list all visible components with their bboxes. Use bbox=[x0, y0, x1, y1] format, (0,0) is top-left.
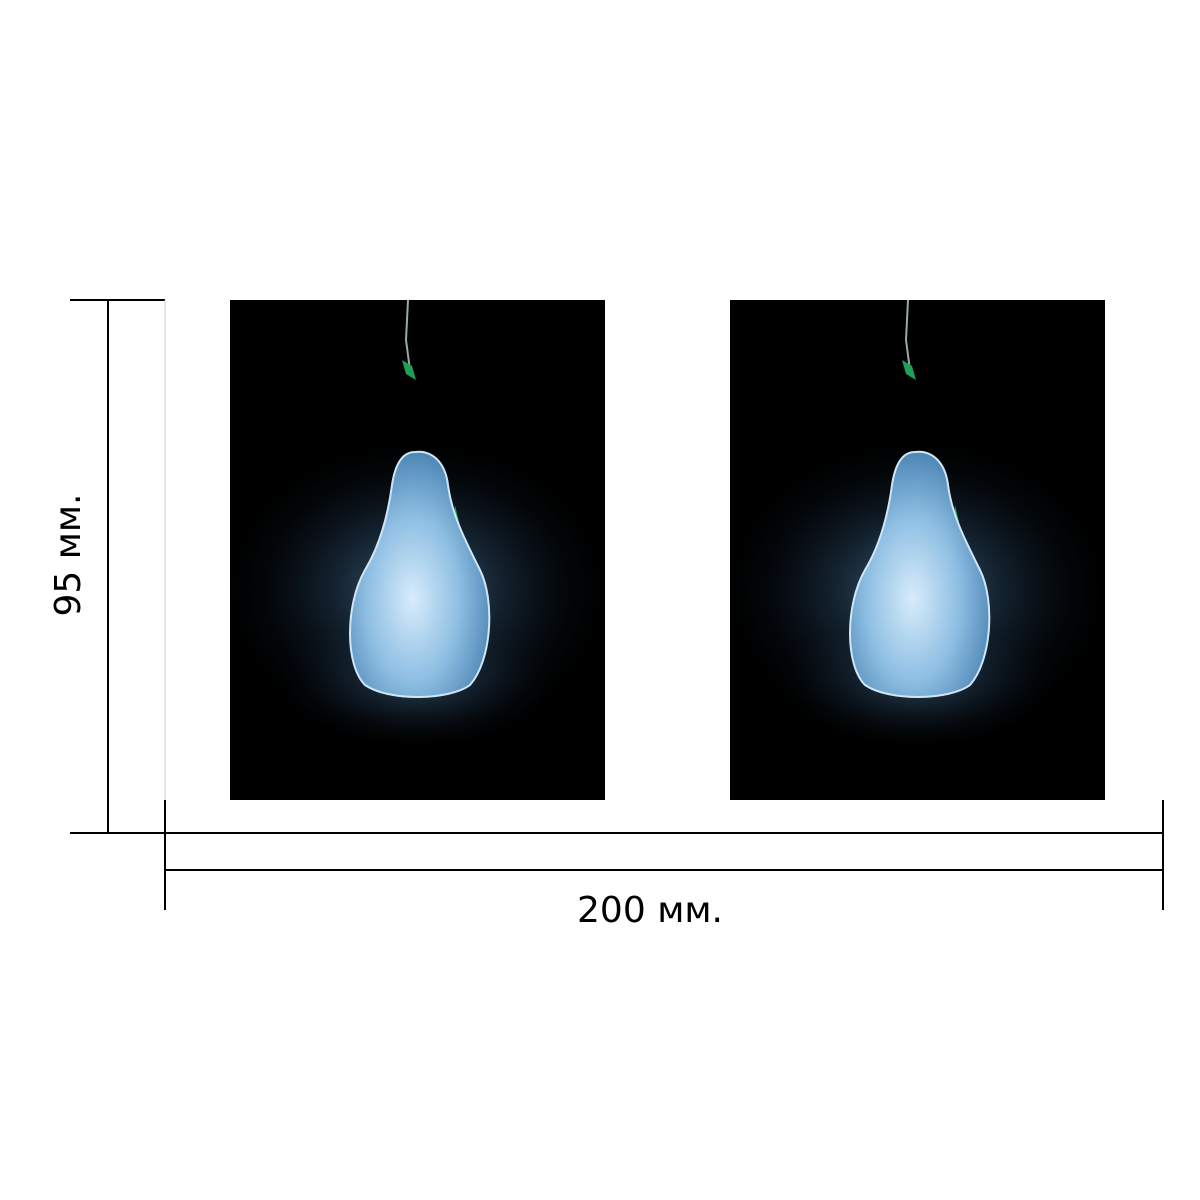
photo-panel-right bbox=[726, 299, 1108, 801]
height-dimension: 95 мм. bbox=[48, 299, 166, 834]
height-label: 95 мм. bbox=[48, 493, 89, 616]
width-label: 200 мм. bbox=[577, 890, 723, 931]
photo-panel-left bbox=[226, 299, 608, 801]
width-dimension: 200 мм. bbox=[164, 800, 1164, 931]
